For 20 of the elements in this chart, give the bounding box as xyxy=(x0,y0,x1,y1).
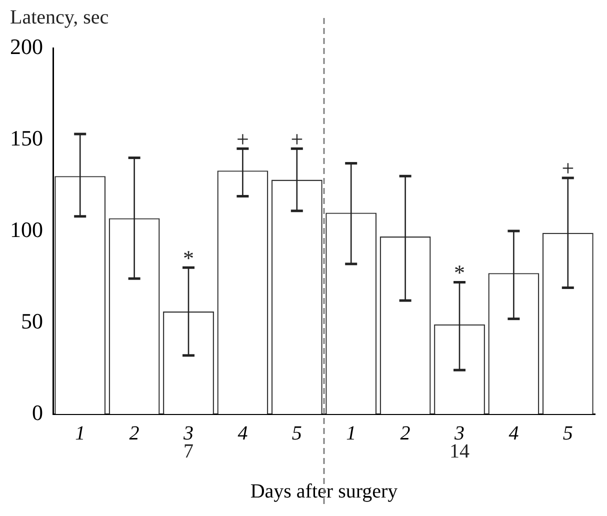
data-label: * xyxy=(183,245,194,270)
x-tick-label: 1 xyxy=(346,422,356,444)
data-label: + xyxy=(290,126,304,152)
x-tick-label: 2 xyxy=(129,422,140,444)
x-tick-label: 4 xyxy=(508,422,519,444)
data-label: * xyxy=(454,260,465,286)
y-tick-label: 0 xyxy=(32,400,43,425)
x-tick-label: 2 xyxy=(400,422,410,444)
y-tick-label: 200 xyxy=(10,34,43,59)
x-axis-title: Days after surgery xyxy=(250,480,398,502)
x-tick-label: 4 xyxy=(238,422,248,444)
y-tick-label: 100 xyxy=(10,216,43,242)
y-axis-title: Latency, sec xyxy=(10,6,109,28)
data-label: + xyxy=(562,156,574,181)
data-label: + xyxy=(236,126,249,152)
x-tick-label: 5 xyxy=(292,422,302,444)
x-tick-label: 1 xyxy=(75,422,86,444)
y-tick-label: 50 xyxy=(21,308,43,334)
y-tick-label: 150 xyxy=(10,125,43,150)
x-tick-label: 5 xyxy=(562,422,573,444)
